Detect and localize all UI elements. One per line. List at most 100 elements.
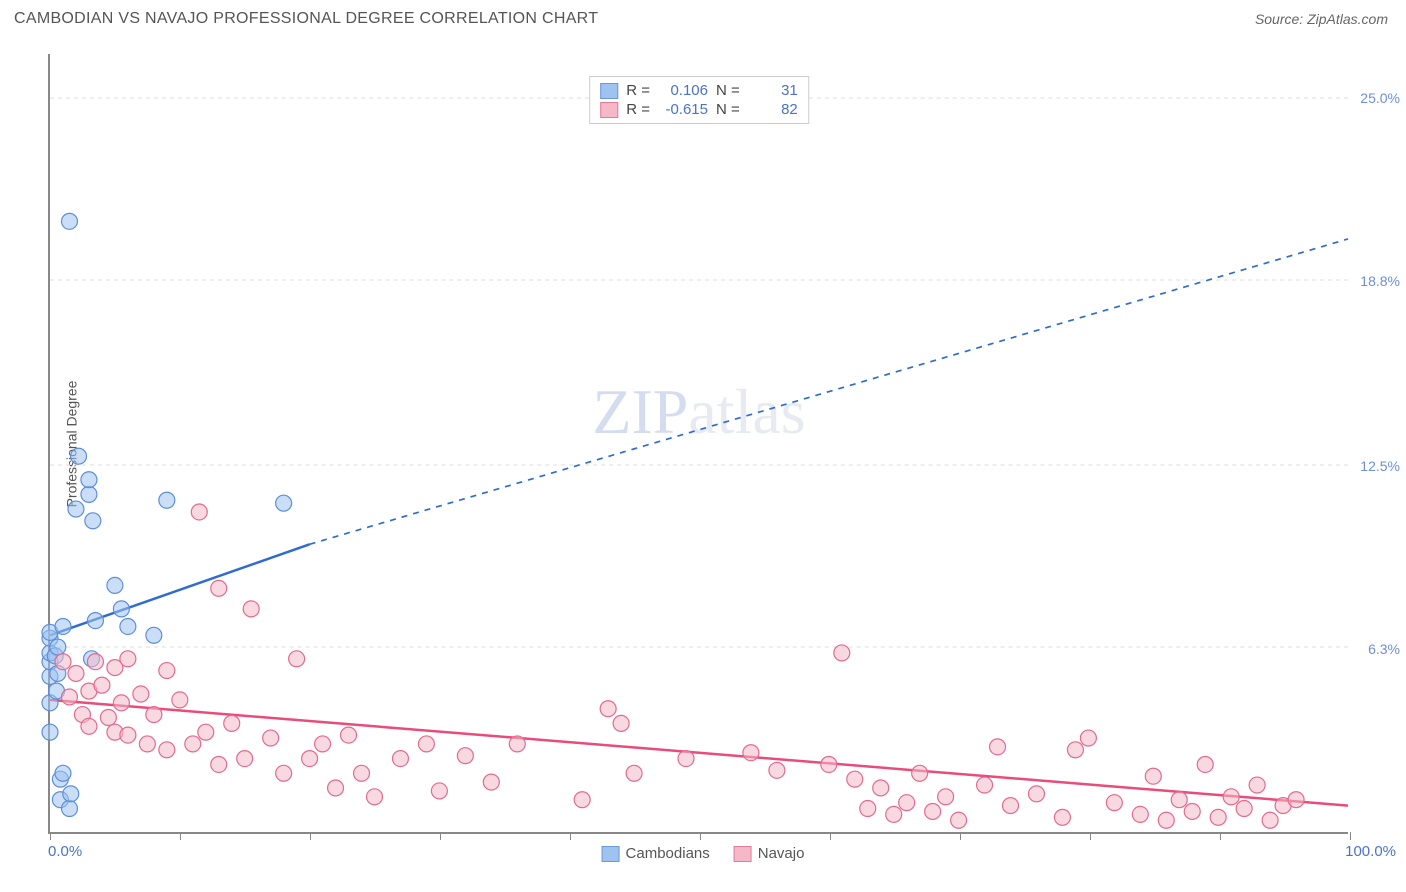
data-point (1067, 742, 1083, 758)
chart-title: CAMBODIAN VS NAVAJO PROFESSIONAL DEGREE … (14, 10, 598, 28)
data-point (81, 486, 97, 502)
data-point (328, 780, 344, 796)
data-point (483, 774, 499, 790)
data-point (133, 686, 149, 702)
data-point (341, 727, 357, 743)
data-point (1236, 801, 1252, 817)
data-point (418, 736, 434, 752)
x-tick (1090, 832, 1091, 840)
legend-row-cambodians: R = 0.106 N = 31 (600, 81, 798, 100)
data-point (276, 495, 292, 511)
data-point (42, 724, 58, 740)
data-point (925, 803, 941, 819)
data-point (977, 777, 993, 793)
data-point (951, 812, 967, 828)
data-point (61, 689, 77, 705)
data-point (50, 639, 66, 655)
data-point (1003, 798, 1019, 814)
data-point (613, 715, 629, 731)
data-point (1132, 806, 1148, 822)
data-point (68, 501, 84, 517)
data-point (224, 715, 240, 731)
data-point (509, 736, 525, 752)
data-point (821, 756, 837, 772)
correlation-legend: R = 0.106 N = 31 R = -0.615 N = 82 (589, 76, 809, 124)
data-point (315, 736, 331, 752)
x-axis-max-label: 100.0% (1345, 843, 1396, 860)
data-point (743, 745, 759, 761)
y-tick-label: 25.0% (1360, 90, 1400, 106)
data-point (574, 792, 590, 808)
data-point (1080, 730, 1096, 746)
data-point (81, 472, 97, 488)
data-point (243, 601, 259, 617)
n-value-cambodians: 31 (748, 82, 798, 99)
x-tick (310, 832, 311, 840)
data-point (237, 751, 253, 767)
x-tick (1220, 832, 1221, 840)
data-point (1106, 795, 1122, 811)
y-tick-label: 6.3% (1368, 641, 1400, 657)
data-point (354, 765, 370, 781)
chart-header: CAMBODIAN VS NAVAJO PROFESSIONAL DEGREE … (0, 0, 1406, 34)
n-value-navajo: 82 (748, 101, 798, 118)
x-tick (440, 832, 441, 840)
y-tick-label: 18.8% (1360, 273, 1400, 289)
data-point (159, 663, 175, 679)
x-tick (180, 832, 181, 840)
data-point (276, 765, 292, 781)
data-point (600, 701, 616, 717)
data-point (113, 601, 129, 617)
data-point (87, 613, 103, 629)
data-point (1262, 812, 1278, 828)
data-point (847, 771, 863, 787)
data-point (678, 751, 694, 767)
data-point (990, 739, 1006, 755)
data-point (139, 736, 155, 752)
data-point (94, 677, 110, 693)
data-point (87, 654, 103, 670)
data-point (172, 692, 188, 708)
chart-container: Professional Degree ZIPatlas R = 0.106 N… (0, 34, 1406, 854)
data-point (61, 213, 77, 229)
data-point (1054, 809, 1070, 825)
data-point (146, 627, 162, 643)
data-point (100, 710, 116, 726)
data-point (146, 707, 162, 723)
data-point (1184, 803, 1200, 819)
x-tick (960, 832, 961, 840)
data-point (899, 795, 915, 811)
data-point (626, 765, 642, 781)
data-point (1171, 792, 1187, 808)
data-point (1197, 756, 1213, 772)
r-value-cambodians: 0.106 (658, 82, 708, 99)
legend-item-navajo: Navajo (734, 845, 805, 862)
legend-swatch-cambodians (602, 846, 620, 862)
r-value-navajo: -0.615 (658, 101, 708, 118)
legend-swatch-navajo (734, 846, 752, 862)
data-point (1249, 777, 1265, 793)
x-tick (700, 832, 701, 840)
data-point (81, 718, 97, 734)
x-axis-min-label: 0.0% (48, 843, 82, 860)
plot-area: ZIPatlas R = 0.106 N = 31 R = -0.615 N =… (48, 54, 1348, 834)
series-legend: Cambodians Navajo (602, 845, 805, 862)
legend-item-cambodians: Cambodians (602, 845, 710, 862)
data-point (431, 783, 447, 799)
x-tick (570, 832, 571, 840)
data-point (185, 736, 201, 752)
data-point (834, 645, 850, 661)
x-tick (50, 832, 51, 840)
data-point (367, 789, 383, 805)
data-point (938, 789, 954, 805)
data-point (113, 695, 129, 711)
data-point (873, 780, 889, 796)
data-point (159, 492, 175, 508)
chart-source: Source: ZipAtlas.com (1255, 11, 1388, 27)
data-point (63, 786, 79, 802)
data-point (198, 724, 214, 740)
data-point (392, 751, 408, 767)
swatch-cambodians (600, 83, 618, 99)
data-point (1158, 812, 1174, 828)
swatch-navajo (600, 102, 618, 118)
